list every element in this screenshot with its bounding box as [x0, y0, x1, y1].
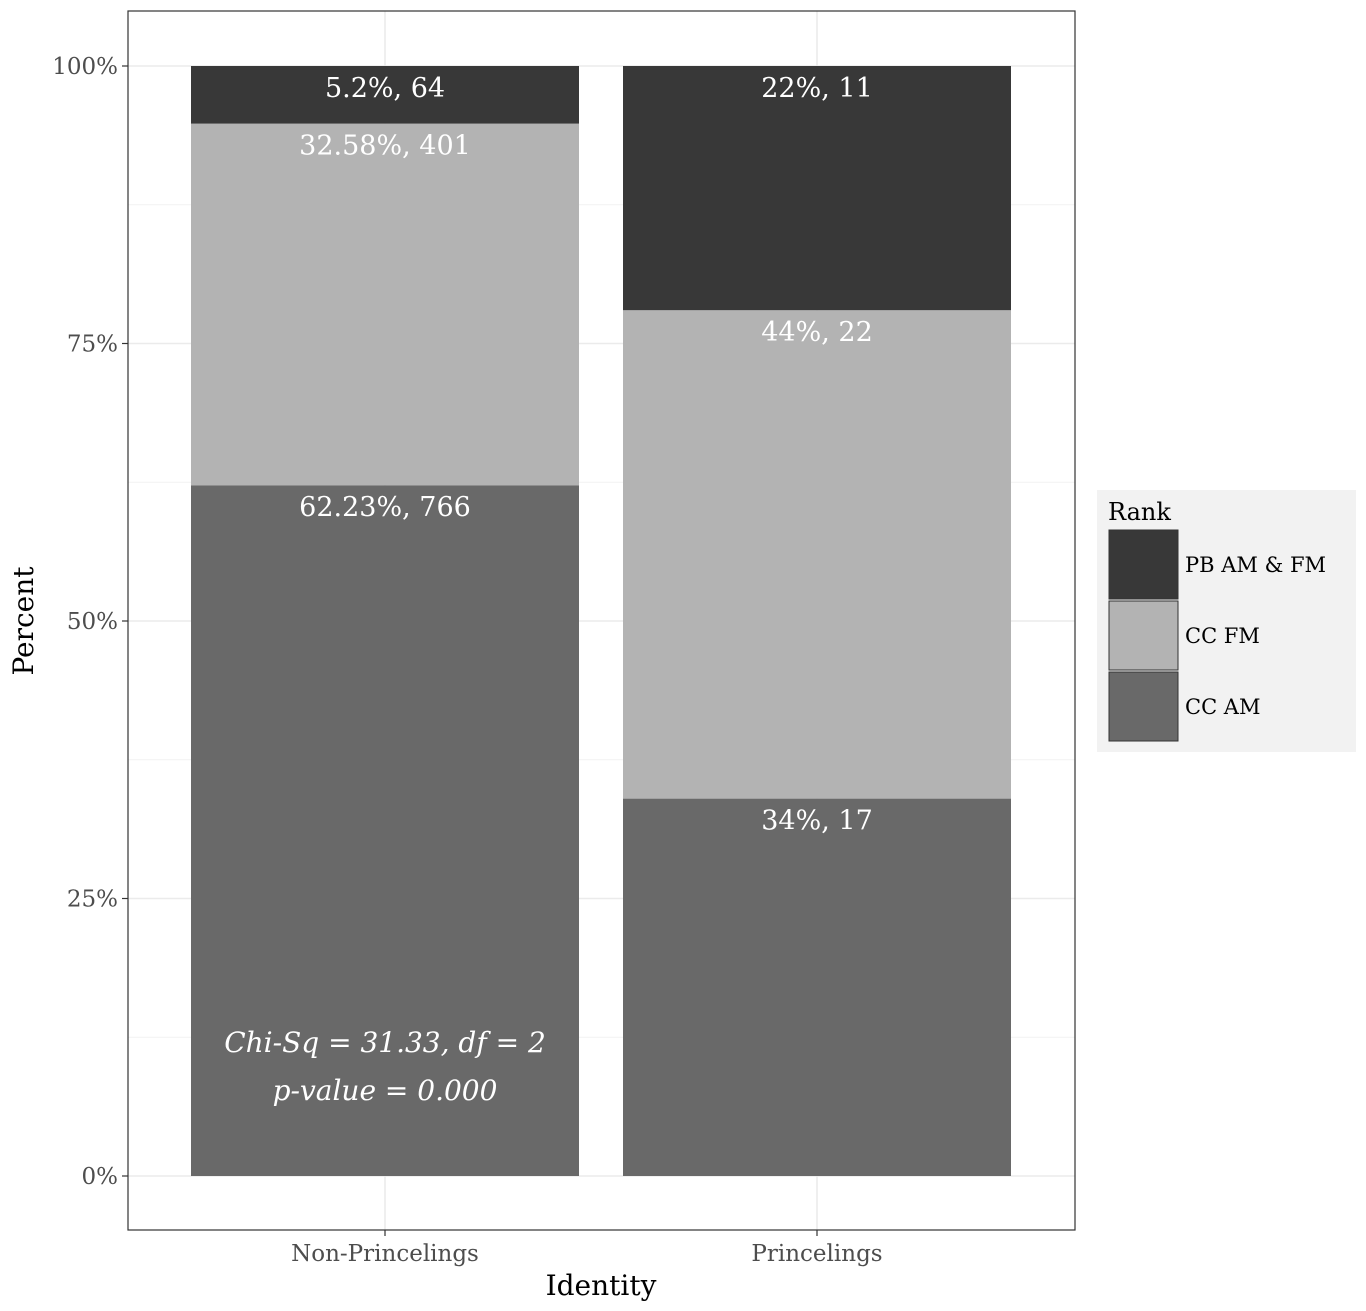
x-tick-label: Princelings [751, 1241, 882, 1267]
bar-label-princelings-cc-fm: 44%, 22 [761, 317, 873, 348]
legend-swatch-cc-am [1108, 671, 1179, 742]
bars [191, 66, 1011, 1176]
bar-label-non-princelings-pb-am-and-fm: 5.2%, 64 [325, 73, 445, 104]
bar-non-princelings-cc-fm [191, 123, 579, 486]
legend: Rank PB AM & FM CC FM CC AM [1097, 490, 1356, 752]
bar-label-non-princelings-cc-fm: 32.58%, 401 [299, 131, 471, 162]
bar-label-princelings-cc-am: 34%, 17 [761, 806, 873, 837]
bar-non-princelings-pb-am-and-fm [191, 66, 579, 124]
legend-label-cc-fm: CC FM [1185, 624, 1260, 648]
annotation-line-1: Chi-Sq = 31.33, df = 2 [224, 1026, 546, 1059]
x-tick-label: Non-Princelings [291, 1241, 479, 1267]
annotation: Chi-Sq = 31.33, df = 2 p-value = 0.000 [224, 1026, 546, 1107]
y-tick-label: 75% [67, 332, 118, 358]
x-axis-title: Identity [546, 1269, 657, 1302]
legend-swatch-cc-fm [1108, 600, 1179, 671]
y-tick-label: 0% [82, 1164, 119, 1190]
legend-swatch-pb-am-and-fm [1108, 529, 1179, 600]
y-tick-label: 100% [52, 54, 118, 80]
y-axis-title: Percent [7, 566, 40, 676]
axes: 0% 25% 50% 75% 100% Non-Princelings Princeling… [52, 54, 882, 1267]
bar-princelings-cc-am [623, 798, 1011, 1176]
bar-label-princelings-pb-am-and-fm: 22%, 11 [761, 73, 873, 104]
y-tick-label: 25% [67, 887, 118, 913]
annotation-line-2: p-value = 0.000 [273, 1074, 498, 1107]
y-tick-label: 50% [67, 609, 118, 635]
legend-title: Rank [1108, 498, 1171, 526]
bar-label-non-princelings-cc-am: 62.23%, 766 [299, 492, 471, 523]
bar-non-princelings-cc-am [191, 485, 579, 1176]
bar-labels: 62.23%, 766 32.58%, 401 5.2%, 64 34%, 17 44%… [299, 73, 873, 837]
bar-princelings-pb-am-and-fm [623, 66, 1011, 311]
bar-princelings-cc-fm [623, 310, 1011, 799]
legend-label-pb-am-and-fm: PB AM & FM [1185, 553, 1326, 577]
legend-label-cc-am: CC AM [1185, 695, 1260, 719]
